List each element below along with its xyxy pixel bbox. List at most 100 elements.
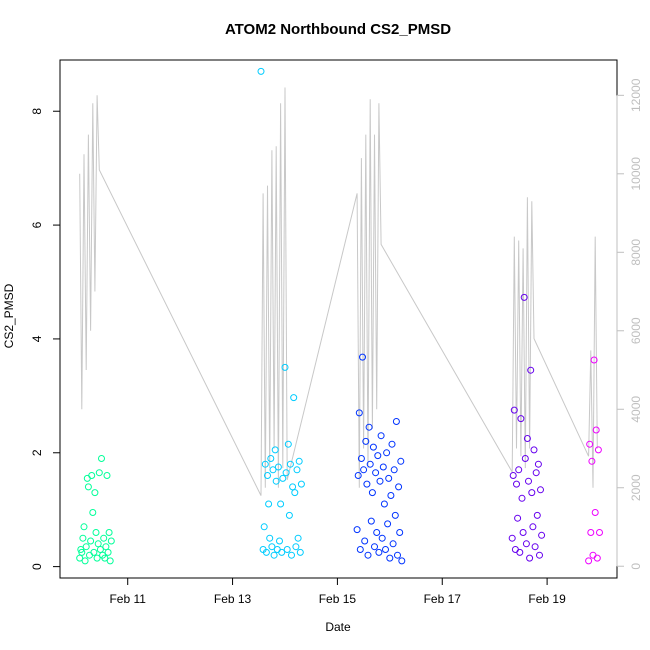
data-point (279, 474, 287, 482)
data-point (520, 293, 528, 301)
y-axis: 0 2 4 6 8 (30, 108, 61, 570)
data-point (384, 520, 392, 528)
data-point (388, 440, 396, 448)
data-point (107, 537, 115, 545)
data-point (268, 543, 276, 551)
data-point (390, 466, 398, 474)
data-point (527, 366, 535, 374)
data-point (292, 543, 300, 551)
data-point (355, 409, 363, 417)
x-tick-label: Feb 19 (528, 592, 566, 606)
x-axis-label: Date (325, 620, 351, 634)
data-point (270, 551, 278, 559)
data-point (264, 472, 271, 479)
data-point (89, 509, 97, 516)
data-point (106, 557, 114, 565)
data-point (514, 514, 522, 522)
data-point (87, 537, 95, 545)
data-point (271, 446, 279, 454)
data-point (592, 426, 600, 434)
x-tick-label: Feb 15 (319, 592, 357, 606)
data-point (80, 523, 88, 531)
data-point (369, 443, 377, 451)
y2-tick-label: 4000 (629, 396, 643, 423)
data-point (387, 492, 395, 499)
data-point (394, 551, 401, 559)
data-point (100, 534, 108, 542)
data-point (84, 483, 92, 491)
data-point (79, 534, 87, 542)
data-point (528, 489, 536, 497)
data-point (366, 460, 374, 468)
data-point (365, 423, 373, 431)
data-point (78, 548, 86, 556)
y2-tick-label: 12000 (629, 78, 643, 112)
y-axis-label: CS2_PMSD (2, 283, 16, 348)
data-point (511, 546, 519, 553)
data-point (523, 435, 531, 442)
data-point (90, 548, 98, 556)
data-point (587, 529, 595, 536)
data-point (362, 437, 370, 445)
data-point (513, 480, 520, 488)
data-point (395, 483, 403, 491)
data-point (389, 540, 397, 548)
data-point (283, 546, 291, 553)
data-point (382, 546, 389, 553)
data-point (363, 480, 371, 488)
x-tick-label: Feb 13 (214, 592, 252, 606)
data-point (86, 551, 93, 559)
data-point (371, 543, 378, 551)
data-point (353, 526, 361, 534)
data-point (377, 432, 385, 440)
data-point (293, 466, 301, 474)
data-point (538, 531, 546, 539)
data-point (276, 537, 283, 545)
y2-tick-label: 0 (629, 563, 643, 570)
data-point (359, 353, 366, 361)
data-point (368, 489, 376, 497)
data-point (392, 418, 400, 425)
data-point (590, 356, 598, 364)
data-point (593, 554, 601, 562)
data-point (517, 415, 525, 423)
data-point (295, 457, 303, 465)
y-tick-label: 0 (30, 563, 44, 570)
data-point (88, 472, 96, 479)
data-point (373, 529, 381, 536)
y-tick-label: 4 (30, 335, 44, 342)
data-point (508, 534, 516, 542)
data-point (529, 523, 537, 531)
data-point (533, 511, 541, 519)
data-point (95, 469, 103, 477)
data-point (294, 534, 302, 542)
data-point (530, 446, 538, 454)
y-tick-label: 2 (30, 449, 44, 456)
data-point (257, 67, 265, 75)
data-point (101, 554, 109, 562)
data-point (531, 543, 539, 551)
data-point (532, 469, 540, 477)
data-point (288, 551, 295, 559)
points-layer (76, 67, 603, 565)
data-point (83, 474, 91, 482)
data-point (383, 449, 391, 457)
data-point (589, 551, 597, 559)
y2-axis: 0 2000 4000 6000 8000 10000 12000 (616, 78, 643, 570)
data-point (378, 534, 386, 542)
data-point (516, 548, 524, 556)
data-point (82, 543, 90, 551)
y2-line-layer (79, 87, 598, 496)
data-point (357, 455, 365, 462)
data-point (509, 472, 517, 479)
data-point (297, 480, 305, 488)
data-point (526, 554, 534, 562)
data-point (376, 477, 384, 485)
data-point (77, 546, 85, 553)
data-point (518, 494, 526, 502)
data-point (396, 529, 404, 536)
data-point (510, 406, 518, 414)
data-point (367, 517, 375, 525)
data-point (591, 509, 599, 516)
